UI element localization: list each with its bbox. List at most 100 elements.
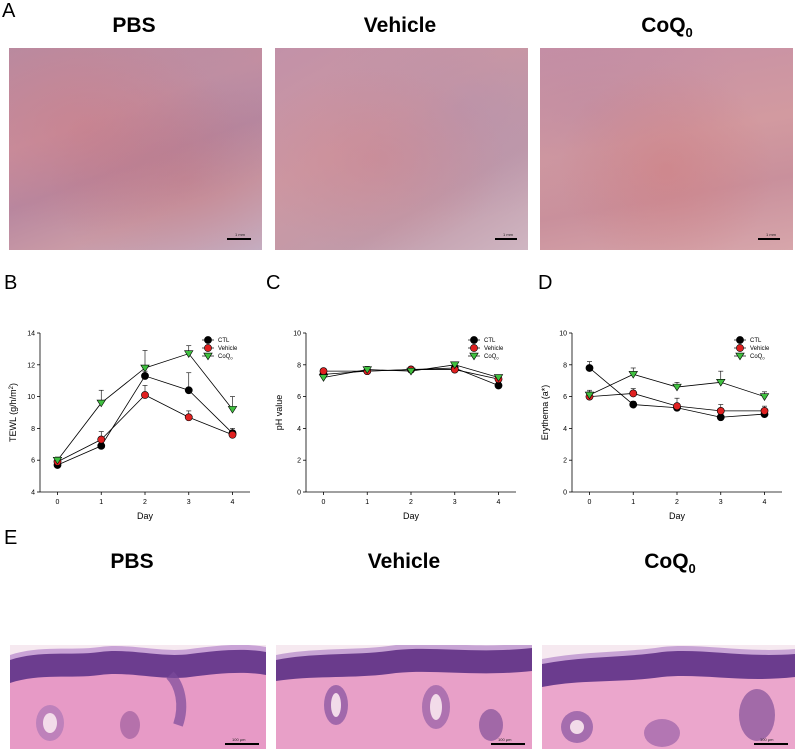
legend-marker-ctl — [736, 336, 744, 344]
x-axis-label: Day — [137, 511, 154, 521]
y-axis-label: pH value — [274, 395, 284, 431]
y-tick-label: 8 — [297, 362, 301, 369]
data-point-vehicle — [141, 391, 149, 399]
histology-vehicle: 100 μm — [276, 645, 532, 749]
x-tick-label: 0 — [322, 499, 326, 506]
legend-marker-ctl — [470, 336, 478, 344]
scale-bar — [758, 238, 780, 240]
scale-label: 1 mm — [235, 232, 245, 237]
y-tick-label: 8 — [563, 362, 567, 369]
data-point-vehicle — [184, 413, 193, 422]
legend-label-coq0: CoQ0 — [484, 354, 499, 361]
y-tick-label: 6 — [563, 394, 567, 401]
panel-label-a: A — [2, 0, 16, 22]
chart-ph: 0 2 4 6 8 10 0 1 2 3 4 Day pH value CTL Vehicle CoQ0 — [274, 331, 516, 521]
scale-label: 100 μm — [232, 737, 246, 742]
x-tick-label: 3 — [719, 499, 723, 506]
data-point-vehicle — [319, 367, 328, 376]
y-tick-label: 2 — [297, 458, 301, 465]
legend-label-vehicle: Vehicle — [484, 346, 504, 352]
scale-bar — [491, 743, 525, 745]
x-tick-label: 0 — [588, 499, 592, 506]
data-point-vehicle — [673, 402, 681, 411]
x-tick-label: 3 — [453, 499, 457, 506]
scale-bar — [495, 238, 517, 240]
data-point-coq0 — [52, 456, 63, 465]
data-point-ctl — [629, 400, 638, 409]
data-point-coq0 — [227, 406, 238, 414]
scale-label: 1 mm — [503, 232, 513, 237]
legend-marker-coq0 — [203, 352, 213, 361]
data-point-vehicle — [97, 435, 106, 444]
legend-marker-vehicle — [470, 344, 478, 352]
data-point-coq0 — [450, 361, 460, 370]
x-tick-label: 1 — [99, 499, 103, 506]
legend-label-ctl: CTL — [750, 338, 762, 344]
legend-label-vehicle: Vehicle — [218, 346, 238, 352]
data-point-coq0 — [584, 391, 595, 400]
data-point-coq0 — [184, 350, 194, 359]
x-tick-label: 2 — [409, 499, 413, 506]
x-tick-label: 3 — [187, 499, 191, 506]
y-tick-label: 4 — [563, 426, 567, 433]
panel-label-d: D — [538, 272, 553, 294]
data-point-coq0 — [759, 393, 770, 401]
legend-label-ctl: CTL — [484, 338, 496, 344]
y-tick-label: 10 — [293, 331, 301, 338]
legend-marker-ctl — [204, 336, 212, 344]
histo-title-coq0: CoQ0 — [644, 550, 696, 577]
x-tick-label: 4 — [231, 499, 235, 506]
legend-label-ctl: CTL — [218, 338, 230, 344]
data-point-vehicle — [716, 407, 725, 415]
histo-title-vehicle: Vehicle — [367, 550, 441, 573]
photo-title-coq0: CoQ0 — [641, 14, 693, 41]
data-point-coq0 — [493, 374, 504, 382]
y-tick-label: 4 — [31, 490, 35, 497]
legend-label-coq0: CoQ0 — [750, 354, 765, 361]
x-axis-label: Day — [669, 511, 686, 521]
data-point-vehicle — [228, 430, 237, 439]
x-tick-label: 1 — [365, 499, 369, 506]
panel-label-e: E — [4, 527, 18, 549]
chart-erythema: 0 2 4 6 8 10 0 1 2 3 4 Day Erythema (a*) CTL Vehicle Co… — [540, 331, 782, 521]
x-tick-label: 0 — [56, 499, 60, 506]
x-tick-label: 4 — [497, 499, 501, 506]
y-tick-label: 10 — [559, 331, 567, 338]
x-axis-label: Day — [403, 511, 420, 521]
y-tick-label: 4 — [297, 426, 301, 433]
y-tick-label: 14 — [27, 331, 35, 338]
legend-label-coq0: CoQ0 — [218, 354, 233, 361]
y-tick-label: 6 — [297, 394, 301, 401]
scale-bar — [227, 238, 251, 240]
scale-label: 100 μm — [498, 737, 512, 742]
data-point-ctl — [141, 372, 149, 380]
legend-label-vehicle: Vehicle — [750, 346, 770, 352]
y-tick-label: 0 — [563, 490, 567, 497]
y-tick-label: 6 — [31, 458, 35, 465]
x-tick-label: 2 — [143, 499, 147, 506]
skin-photo-coq0: 1 mm — [540, 48, 793, 250]
histo-title-pbs: PBS — [110, 550, 154, 573]
legend-marker-vehicle — [204, 344, 212, 352]
series-line-vehicle — [57, 394, 233, 463]
scale-label: 1 mm — [766, 232, 776, 237]
scale-bar — [225, 743, 259, 745]
y-tick-label: 12 — [27, 362, 35, 369]
data-point-coq0 — [96, 399, 106, 408]
x-tick-label: 4 — [763, 499, 767, 506]
x-tick-label: 1 — [631, 499, 635, 506]
data-point-coq0 — [362, 366, 372, 374]
x-tick-label: 2 — [675, 499, 679, 506]
histology-pbs: 100 μm — [10, 645, 266, 749]
data-point-vehicle — [760, 407, 769, 415]
data-point-coq0 — [140, 364, 150, 373]
data-point-ctl — [585, 364, 594, 372]
legend-marker-coq0 — [469, 352, 479, 361]
y-axis-label: TEWL (g/h/m2) — [8, 383, 18, 442]
photo-title-vehicle: Vehicle — [363, 14, 437, 37]
data-point-coq0 — [716, 379, 726, 387]
legend-marker-coq0 — [735, 352, 745, 361]
data-point-coq0 — [406, 367, 416, 376]
y-tick-label: 10 — [27, 394, 35, 401]
